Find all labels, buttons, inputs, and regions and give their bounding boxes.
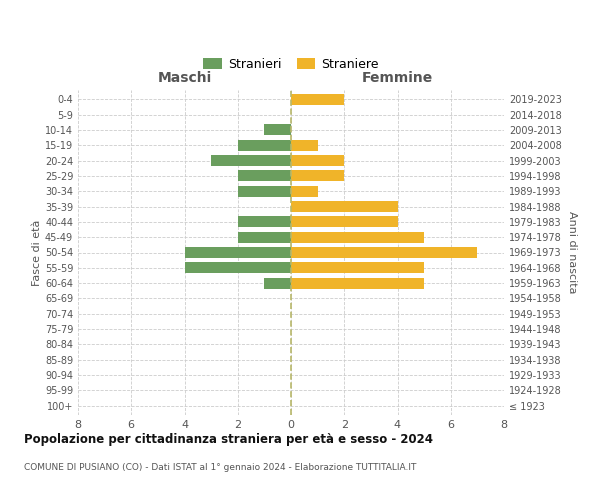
Legend: Stranieri, Straniere: Stranieri, Straniere [199, 54, 383, 74]
Bar [238, 216, 291, 227]
Bar [265, 124, 291, 135]
Bar [185, 247, 291, 258]
Bar [265, 278, 291, 288]
Bar [238, 170, 291, 181]
Y-axis label: Anni di nascita: Anni di nascita [567, 211, 577, 294]
Bar [185, 262, 291, 273]
Bar [238, 232, 291, 242]
Bar [291, 216, 398, 227]
Text: Maschi: Maschi [157, 71, 212, 85]
Text: COMUNE DI PUSIANO (CO) - Dati ISTAT al 1° gennaio 2024 - Elaborazione TUTTITALIA: COMUNE DI PUSIANO (CO) - Dati ISTAT al 1… [24, 462, 416, 471]
Y-axis label: Fasce di età: Fasce di età [32, 220, 42, 286]
Text: Femmine: Femmine [362, 71, 433, 85]
Bar [291, 155, 344, 166]
Bar [211, 155, 291, 166]
Bar [238, 186, 291, 196]
Bar [291, 247, 478, 258]
Bar [291, 140, 317, 150]
Bar [291, 278, 424, 288]
Bar [291, 232, 424, 242]
Bar [291, 262, 424, 273]
Text: Popolazione per cittadinanza straniera per età e sesso - 2024: Popolazione per cittadinanza straniera p… [24, 432, 433, 446]
Bar [291, 170, 344, 181]
Bar [238, 140, 291, 150]
Bar [291, 94, 344, 104]
Bar [291, 186, 317, 196]
Bar [291, 201, 398, 212]
